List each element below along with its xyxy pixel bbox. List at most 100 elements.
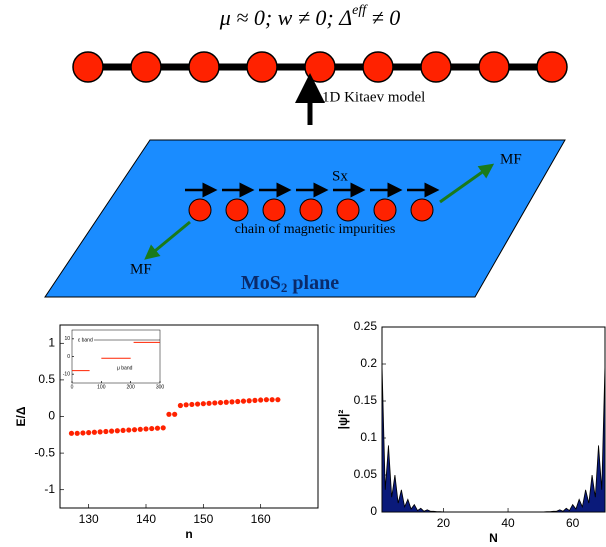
x-tick-label: 60 (566, 516, 580, 530)
site (478, 51, 510, 83)
kitaev-chain (72, 51, 568, 83)
area (381, 363, 606, 513)
x-tick-label: 200 (126, 384, 135, 390)
plane-label: MoS2 plane (241, 272, 339, 295)
spins (185, 182, 440, 222)
point (195, 401, 201, 407)
point (86, 430, 92, 436)
formula: μ ≈ 0; w ≠ 0; Δeff ≠ 0 (219, 3, 401, 30)
plot-frame (71, 329, 161, 384)
impurity (410, 198, 434, 222)
point (212, 400, 218, 406)
y-tick-label: 1 (48, 335, 55, 349)
annotation: μ band (117, 365, 133, 371)
model-label: 1D Kitaev model (322, 89, 425, 105)
point (189, 401, 195, 408)
point (97, 429, 103, 435)
x-tick-label: 40 (501, 516, 515, 530)
formula-end: ≠ 0 (366, 5, 400, 30)
point (269, 397, 275, 403)
point (217, 399, 224, 406)
y-tick-label: 0 (67, 354, 70, 360)
x-tick-label: 150 (193, 512, 213, 526)
x-tick-label: 300 (156, 384, 165, 390)
point (120, 427, 126, 434)
point (246, 398, 252, 404)
site (72, 51, 104, 83)
site (536, 51, 568, 83)
point (223, 399, 229, 405)
y-axis-label: E/Δ (14, 406, 28, 426)
point (166, 411, 172, 417)
point (206, 400, 212, 406)
point (74, 430, 80, 436)
formula-main: μ ≈ 0; w ≠ 0; Δ (219, 5, 352, 30)
point (80, 430, 86, 436)
mf-right: MF (500, 151, 522, 167)
y-tick-label: 0.2 (360, 356, 377, 370)
point (149, 425, 155, 432)
y-tick-label: 0 (48, 409, 55, 423)
chain-label: chain of magnetic impurities (235, 222, 396, 237)
annotation: ε band (78, 337, 93, 343)
spin-label: Sx (332, 168, 348, 184)
x-tick-label: 0 (71, 384, 74, 390)
site (420, 51, 452, 83)
site (188, 51, 220, 83)
impurity (225, 198, 249, 222)
site (304, 51, 336, 83)
point (126, 427, 132, 433)
mf-arrow-right (439, 163, 495, 204)
point (235, 398, 241, 405)
x-tick-label: 100 (97, 384, 106, 390)
point (131, 427, 138, 433)
impurity (336, 198, 360, 222)
point (68, 430, 75, 436)
y-tick-label: 10 (64, 336, 70, 342)
point (258, 397, 264, 403)
plot-frame (381, 326, 606, 513)
mf-left: MF (130, 261, 152, 277)
formula-sup: eff (352, 3, 368, 18)
plane-sub: 2 (281, 280, 288, 295)
point (177, 402, 183, 409)
point (240, 398, 247, 404)
plane-rest: plane (287, 272, 339, 294)
y-tick-label: 0.1 (360, 430, 377, 444)
x-axis-label: n (185, 527, 192, 541)
impurity (373, 198, 397, 222)
x-axis-label: N (489, 531, 498, 545)
y-axis-label: |ψ|² (336, 410, 350, 430)
site (130, 51, 162, 83)
point (183, 402, 189, 408)
point (200, 401, 206, 407)
y-tick-label: -1 (44, 482, 55, 496)
site (362, 51, 394, 83)
x-tick-label: 20 (437, 516, 451, 530)
impurity (188, 198, 212, 222)
point (103, 428, 109, 435)
y-tick-label: -10 (63, 371, 70, 377)
mf-arrow-left (144, 220, 191, 260)
y-tick-label: -0.5 (34, 445, 55, 459)
point (109, 428, 115, 434)
y-tick-label: 0.25 (354, 319, 378, 333)
point (137, 426, 143, 432)
impurity (262, 198, 286, 222)
impurity (299, 198, 323, 222)
point (91, 429, 97, 435)
x-tick-label: 160 (251, 512, 271, 526)
y-tick-label: 0.05 (354, 467, 378, 481)
y-tick-label: 0.5 (38, 372, 55, 386)
point (263, 397, 269, 403)
y-tick-label: 0 (370, 504, 377, 518)
point (172, 411, 178, 417)
site (246, 51, 278, 83)
plane-main: MoS (241, 272, 281, 294)
x-tick-label: 130 (79, 512, 99, 526)
x-tick-label: 140 (136, 512, 156, 526)
point (160, 425, 166, 431)
y-tick-label: 0.15 (354, 393, 378, 407)
point (154, 425, 161, 431)
